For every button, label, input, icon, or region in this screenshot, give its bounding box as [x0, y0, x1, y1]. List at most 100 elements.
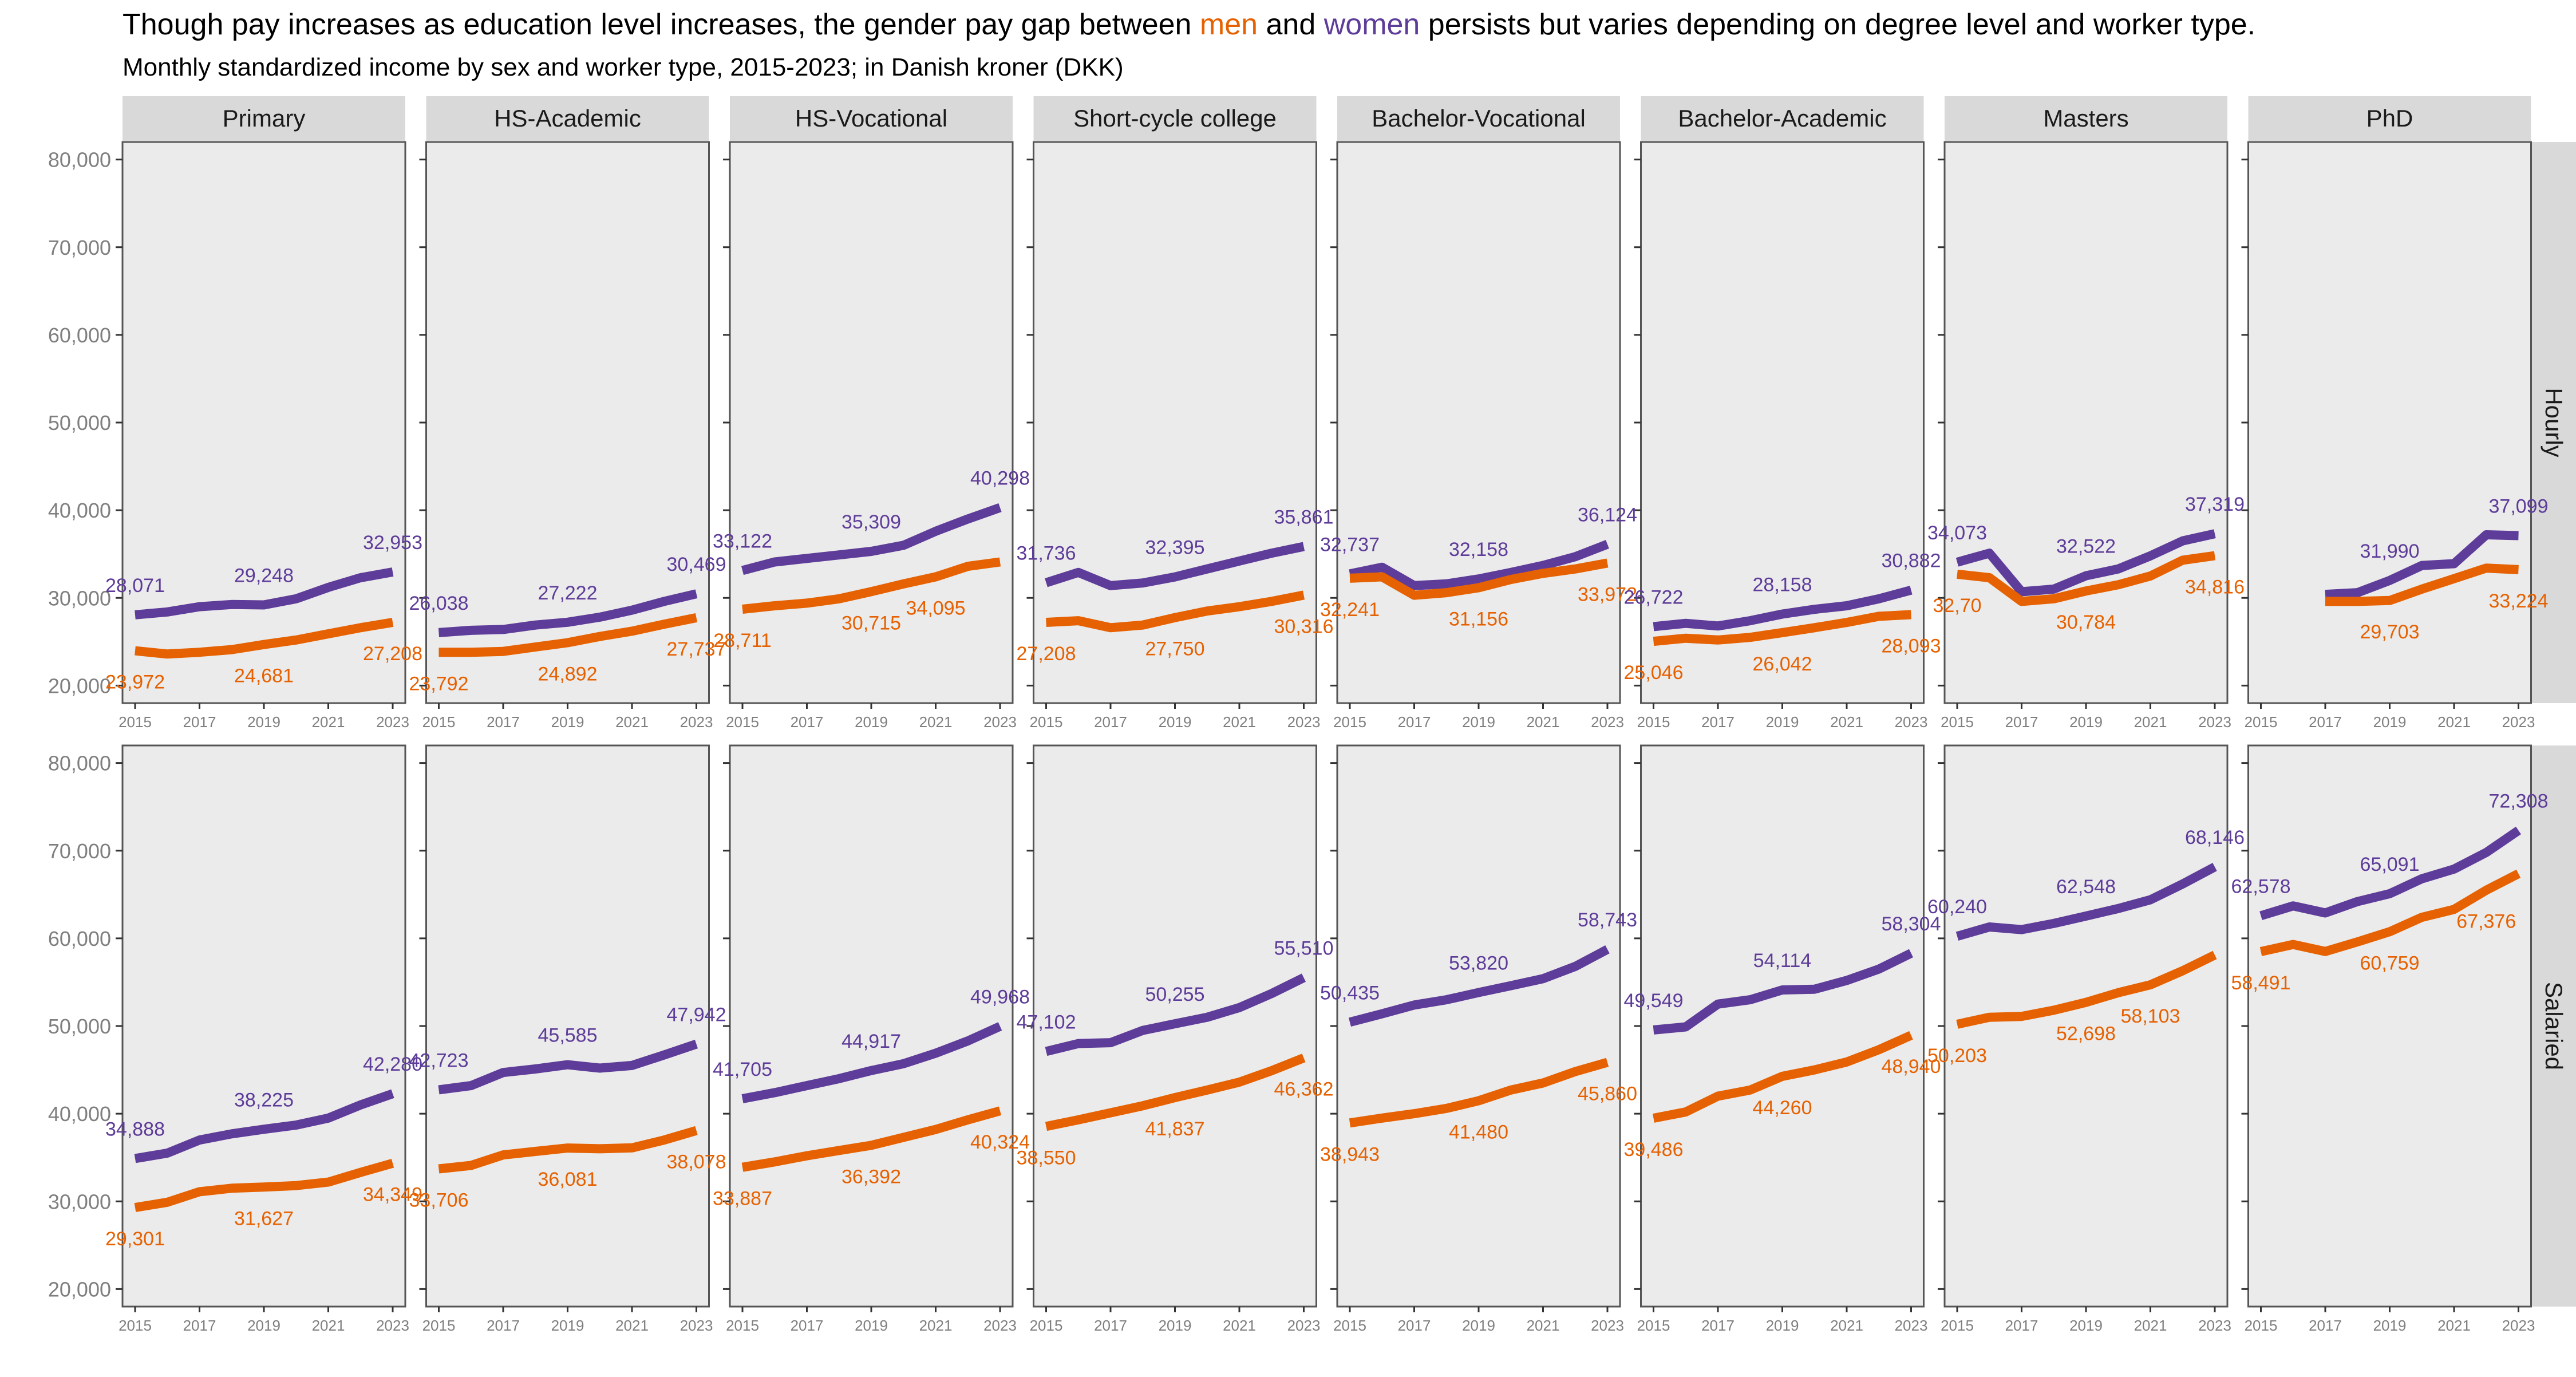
men-data-label: 34,816	[2185, 577, 2245, 598]
x-tick-label: 2023	[1895, 713, 1928, 731]
women-data-label: 35,861	[1274, 507, 1334, 528]
x-tick-label: 2017	[1701, 1317, 1735, 1334]
women-data-label: 37,099	[2489, 496, 2549, 518]
facet-label-bachelor-academic: Bachelor-Academic	[1678, 105, 1886, 132]
x-tick-label: 2015	[726, 713, 759, 731]
x-tick-label: 2019	[1159, 713, 1192, 731]
men-line-salaried-masters	[1956, 950, 2217, 1029]
women-line-hourly-hs-academic	[438, 589, 698, 637]
x-tick-label: 2021	[1527, 1317, 1560, 1334]
facet-label-bachelor-vocational: Bachelor-Vocational	[1372, 105, 1586, 132]
x-tick-label: 2017	[2309, 1317, 2342, 1334]
men-data-label: 31,627	[234, 1208, 294, 1229]
men-data-label: 27,737	[667, 638, 726, 660]
women-data-label: 49,968	[970, 986, 1030, 1008]
y-tick-label: 60,000	[48, 927, 111, 950]
x-tick-label: 2015	[1333, 1317, 1366, 1334]
facet-strip-hs-vocational	[730, 96, 1013, 141]
x-tick-label: 2015	[118, 1317, 152, 1334]
women-line-salaried-hs-vocational	[741, 1022, 1002, 1103]
panel-salaried-bachelor-vocational	[1336, 744, 1621, 1308]
women-data-label: 62,578	[2231, 875, 2291, 897]
x-tick-label: 2019	[2069, 713, 2103, 731]
x-tick-label: 2019	[551, 1317, 584, 1334]
x-tick-label: 2021	[2437, 1317, 2471, 1334]
x-tick-label: 2021	[919, 1317, 953, 1334]
x-tick-label: 2015	[1333, 713, 1366, 731]
women-data-label: 34,888	[105, 1118, 165, 1140]
men-data-label: 36,081	[538, 1169, 598, 1190]
x-tick-label: 2019	[855, 713, 888, 731]
x-tick-label: 2017	[791, 1317, 824, 1334]
panel-salaried-phd	[2247, 744, 2532, 1308]
x-tick-label: 2021	[2134, 1317, 2167, 1334]
chart-title: Though pay increases as education level …	[123, 8, 2255, 41]
men-data-label: 58,491	[2231, 972, 2291, 994]
panel-salaried-hs-vocational	[729, 744, 1014, 1308]
men-data-label: 33,887	[713, 1188, 772, 1210]
x-tick-label: 2021	[615, 713, 649, 731]
x-tick-label: 2021	[1830, 1317, 1863, 1334]
women-data-label: 36,124	[1578, 504, 1637, 526]
x-tick-label: 2019	[1766, 1317, 1799, 1334]
women-data-label: 62,548	[2056, 876, 2116, 898]
x-tick-label: 2015	[422, 1317, 456, 1334]
men-data-label: 41,837	[1145, 1118, 1205, 1140]
row-label-salaried: Salaried	[2541, 982, 2567, 1070]
women-data-label: 68,146	[2185, 827, 2245, 849]
x-tick-label: 2023	[1591, 713, 1624, 731]
women-data-label: 47,942	[667, 1004, 726, 1026]
x-tick-label: 2021	[1223, 713, 1256, 731]
men-data-label: 26,042	[1753, 653, 1812, 675]
men-data-label: 40,324	[970, 1131, 1030, 1153]
y-tick-label: 50,000	[48, 411, 111, 435]
x-tick-label: 2017	[487, 713, 520, 731]
men-line-salaried-hs-vocational	[741, 1106, 1002, 1172]
x-tick-label: 2021	[919, 713, 953, 731]
men-data-label: 38,550	[1017, 1147, 1076, 1169]
men-data-label: 32,241	[1320, 599, 1380, 621]
women-line-salaried-bachelor-academic	[1653, 949, 1914, 1035]
x-tick-label: 2017	[1094, 713, 1127, 731]
men-data-label: 38,078	[667, 1151, 726, 1173]
men-data-label: 67,376	[2456, 911, 2516, 933]
men-data-label: 23,972	[105, 672, 165, 693]
facet-label-short-cycle-college: Short-cycle college	[1073, 105, 1277, 132]
x-tick-label: 2023	[983, 713, 1017, 731]
men-line-salaried-bachelor-academic	[1652, 1031, 1913, 1123]
women-data-label: 31,990	[2360, 540, 2420, 562]
x-tick-label: 2023	[376, 1317, 409, 1334]
facet-strip-hs-academic	[426, 96, 709, 141]
men-data-label: 44,260	[1753, 1097, 1812, 1119]
facet-strip-bachelor-vocational	[1337, 96, 1620, 141]
x-tick-label: 2023	[2198, 1317, 2231, 1334]
y-tick-label: 30,000	[48, 586, 111, 610]
men-line-hourly-phd	[2325, 563, 2519, 606]
x-tick-label: 2023	[1287, 1317, 1321, 1334]
men-data-label: 33,706	[409, 1190, 469, 1212]
women-data-label: 60,240	[1927, 896, 1987, 918]
men-line-hourly-hs-vocational	[742, 557, 1001, 614]
women-line-salaried-primary	[134, 1089, 394, 1163]
men-line-hourly-masters	[1957, 551, 2216, 606]
panel-hourly-short-cycle-college	[1033, 141, 1317, 704]
men-data-label: 38,943	[1320, 1143, 1380, 1165]
women-line-hourly-hs-vocational	[741, 503, 1002, 575]
x-tick-label: 2019	[1159, 1317, 1192, 1334]
men-line-salaried-primary	[134, 1159, 394, 1212]
men-data-label: 50,203	[1927, 1045, 1987, 1067]
facet-panels: Primary HS-Academic HS-Vocational Short-cyc…	[48, 96, 2576, 1334]
men-data-label: 25,046	[1624, 662, 1684, 684]
men-data-label: 39,486	[1624, 1139, 1684, 1161]
women-data-label: 35,309	[841, 511, 901, 533]
x-tick-label: 2015	[1030, 713, 1063, 731]
women-line-salaried-phd	[2259, 826, 2522, 921]
y-tick-label: 40,000	[48, 499, 111, 522]
y-tick-label: 50,000	[48, 1015, 111, 1038]
men-data-label: 23,792	[409, 673, 469, 695]
women-data-label: 41,705	[713, 1059, 772, 1080]
men-line-hourly-bachelor-vocational	[1349, 558, 1609, 600]
x-tick-label: 2021	[2437, 713, 2471, 731]
x-tick-label: 2017	[2309, 713, 2342, 731]
men-data-label: 58,103	[2121, 1005, 2180, 1027]
